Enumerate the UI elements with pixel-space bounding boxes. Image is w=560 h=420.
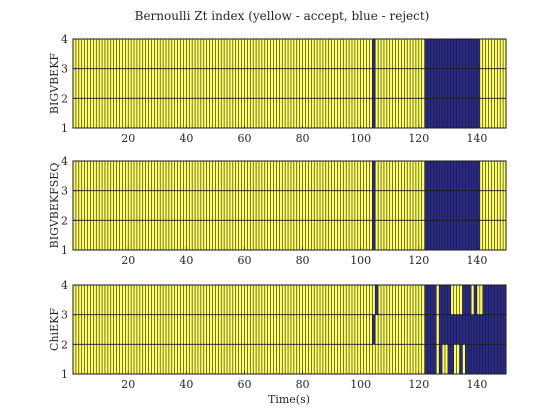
x-tick-label: 40 <box>179 378 193 391</box>
x-tick-label: 80 <box>296 254 310 267</box>
x-tick-label: 20 <box>121 378 135 391</box>
axes-frame <box>72 160 507 251</box>
x-tick-label: 120 <box>408 254 429 267</box>
reject-cell <box>375 285 379 315</box>
cell-edges-vertical <box>72 39 507 128</box>
axes-frame <box>72 284 507 375</box>
y-tick-label: 4 <box>61 279 68 292</box>
reject-cell <box>424 220 480 250</box>
axes-frame <box>72 38 507 129</box>
x-tick-label: 80 <box>296 378 310 391</box>
y-tick-label: 1 <box>61 244 68 257</box>
x-tick-label: 140 <box>466 132 487 145</box>
y-tick-label: 2 <box>61 214 68 227</box>
x-tick-label: 40 <box>179 132 193 145</box>
reject-cell <box>372 98 376 128</box>
reject-cell <box>424 68 480 99</box>
reject-cell <box>424 39 480 69</box>
x-tick-label: 20 <box>121 254 135 267</box>
x-tick-label: 100 <box>350 378 371 391</box>
y-tick-label: 1 <box>61 122 68 135</box>
y-tick-label: 2 <box>61 338 68 351</box>
x-tick-label: 100 <box>350 132 371 145</box>
reject-cell <box>372 161 376 191</box>
accept-cell <box>436 314 440 345</box>
x-tick-label: 60 <box>237 378 251 391</box>
reject-cell <box>372 190 376 221</box>
reject-cell <box>372 68 376 99</box>
accept-cell <box>462 344 466 374</box>
y-axis-label: BIGVBEKF <box>48 53 61 114</box>
reject-cell <box>372 220 376 250</box>
x-tick-label: 120 <box>408 132 429 145</box>
x-tick-label: 120 <box>408 378 429 391</box>
y-tick-label: 1 <box>61 368 68 381</box>
y-tick-label: 4 <box>61 33 68 46</box>
reject-cell <box>424 98 480 128</box>
x-tick-label: 140 <box>466 378 487 391</box>
x-tick-label: 80 <box>296 132 310 145</box>
x-axis-label: Time(s) <box>268 393 310 406</box>
y-tick-label: 3 <box>61 63 68 76</box>
reject-cell <box>372 39 376 69</box>
y-axis-label: BIGVBEKFSEQ <box>48 163 61 249</box>
accept-cell <box>436 285 440 315</box>
x-tick-label: 60 <box>237 254 251 267</box>
reject-cells <box>372 39 480 128</box>
y-axis-label: ChiEKF <box>48 308 61 351</box>
x-tick-label: 100 <box>350 254 371 267</box>
reject-cells <box>372 161 480 250</box>
reject-cell <box>372 314 376 345</box>
cell-edges-vertical <box>72 161 507 250</box>
cell-edges-vertical <box>72 285 507 374</box>
x-tick-label: 20 <box>121 132 135 145</box>
chart-title: Bernoulli Zt index (yellow - accept, blu… <box>135 9 430 23</box>
y-tick-label: 3 <box>61 185 68 198</box>
cell-edges-horizontal <box>73 190 506 221</box>
reject-cell <box>439 314 506 345</box>
x-tick-label: 60 <box>237 132 251 145</box>
y-tick-label: 2 <box>61 92 68 105</box>
y-tick-label: 3 <box>61 309 68 322</box>
accept-cell <box>471 285 475 315</box>
reject-cell <box>424 161 480 191</box>
y-tick-label: 4 <box>61 155 68 168</box>
accept-cell <box>436 344 440 374</box>
x-tick-label: 140 <box>466 254 487 267</box>
cell-edges-horizontal <box>73 68 506 99</box>
cell-edges-horizontal <box>73 314 506 345</box>
x-tick-label: 40 <box>179 254 193 267</box>
reject-cell <box>424 190 480 221</box>
panel-3: 20 40 60 80 100 120 140 1 2 3 4 ChiEKF <box>48 279 507 391</box>
